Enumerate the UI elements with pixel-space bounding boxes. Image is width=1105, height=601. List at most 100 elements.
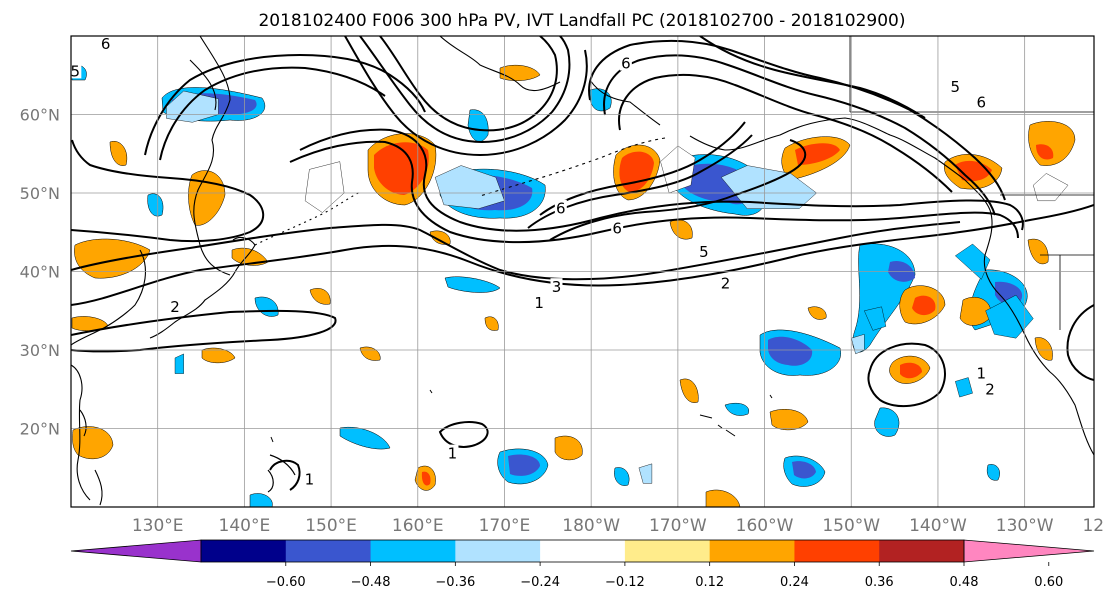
contour-label: 3 (552, 278, 562, 296)
colorbar-bin (624, 540, 711, 562)
islands-pacific (270, 389, 773, 443)
ivt-positive-region (554, 435, 583, 461)
ivt-positive-region (912, 295, 936, 316)
contour-label: 2 (985, 380, 995, 398)
ivt-negative-region (147, 193, 164, 217)
contour-label: 1 (448, 445, 458, 463)
colorbar-bin (794, 540, 880, 562)
colorbar: −0.60 −0.48 −0.36 −0.24 −0.12 0.12 0.24 0.36 0.4… (70, 539, 1095, 590)
ivt-positive-region (900, 362, 922, 379)
lon-label: 140°E (219, 516, 271, 536)
pv-contour-5b (144, 53, 426, 156)
contour-label-halo (99, 36, 112, 51)
contour-label: 5 (951, 78, 961, 96)
lon-label: 140°W (909, 516, 967, 536)
colorbar-bin (370, 540, 456, 562)
colorbar-extend-high (963, 539, 1095, 563)
pv-contour-upper-7 (699, 36, 926, 119)
ivt-negative-region (249, 493, 273, 507)
pv-contour-upper-4 (588, 39, 1006, 201)
colorbar-tick-label: −0.24 (520, 575, 560, 590)
lon-label: 170°W (649, 516, 707, 536)
pv-contour-right (1066, 304, 1094, 381)
ivt-positive-region (374, 142, 429, 195)
ivt-positive-region (499, 64, 541, 81)
colorbar-tick-label: 0.24 (780, 575, 809, 590)
contour-label-halo (533, 293, 546, 310)
ivt-shaded-region (955, 377, 973, 398)
ivt-shaded-region (174, 353, 184, 374)
ivt-positive-region (74, 238, 151, 279)
contour-label: 1 (977, 365, 987, 383)
contour-label-halo (949, 78, 962, 95)
graticule (71, 36, 1094, 507)
pv-contour-upper-2 (359, 36, 571, 144)
contour-label: 2 (170, 298, 180, 316)
contour-label-halo (71, 62, 82, 79)
colorbar-bin (285, 540, 372, 562)
national-borders (849, 36, 1094, 330)
lon-label: 150°W (822, 516, 880, 536)
lon-label: 150°E (305, 516, 357, 536)
lat-label: 40°N (20, 263, 60, 282)
ivt-negative-region (614, 467, 630, 486)
coastline-korea-china (71, 249, 146, 501)
lat-label: 50°N (20, 184, 60, 203)
contour-label: 6 (101, 35, 111, 53)
ivt-negative-region (467, 109, 489, 142)
colorbar-bin (709, 540, 795, 562)
ivt-negative-region (874, 407, 900, 437)
lon-label: 120°W (1082, 516, 1105, 536)
colorbar-tick-label: 0.36 (865, 575, 894, 590)
islands-kurils (254, 191, 361, 246)
coastline-alaska (439, 36, 991, 211)
colorbar-tick-label: −0.12 (605, 575, 645, 590)
map-frame (70, 35, 1095, 508)
ivt-negative-region (768, 336, 813, 366)
contour-label: 5 (71, 62, 81, 80)
contour-label-halo (303, 470, 316, 487)
ivt-negative-region (792, 461, 816, 479)
ivt-positive-region (1036, 144, 1054, 160)
ivt-positive-region (795, 143, 840, 165)
lon-label: 180°W (562, 516, 620, 536)
ivt-positive-region (484, 316, 499, 331)
latitude-labels: 60°N 50°N 40°N 30°N 20°N (20, 106, 60, 439)
pv-contour-small-circle (867, 342, 946, 408)
ivt-positive-region (807, 306, 827, 320)
colorbar-bin (455, 540, 541, 562)
contour-label: 1 (305, 471, 315, 489)
contour-label-halo (611, 219, 624, 236)
ivt-positive-region (109, 140, 128, 166)
pv-contour-main-6 (549, 139, 807, 241)
ivt-negative-region (444, 276, 501, 293)
coastline-aleutians (479, 137, 666, 197)
ivt-shaded-region (638, 463, 653, 484)
lon-label: 130°E (132, 516, 184, 536)
contour-label-halo (719, 274, 732, 291)
ivt-positive-region (619, 151, 654, 193)
coastline-taiwan-philippines (79, 409, 103, 506)
colorbar-tick-label: −0.36 (435, 575, 475, 590)
pv-contour-small-2 (269, 459, 301, 491)
ivt-positive-region (679, 378, 699, 403)
pv-contour-main-1 (299, 128, 1024, 232)
lat-label: 30°N (20, 341, 60, 360)
contour-label-halo (550, 278, 563, 295)
ivt-positive-region (705, 489, 741, 507)
contour-label: 2 (721, 274, 731, 292)
ivt-positive-region (1027, 238, 1049, 265)
contour-label: 6 (556, 200, 566, 218)
colorbar-tick-label: −0.60 (266, 575, 306, 590)
contour-label-halo (169, 297, 182, 314)
contour-label-halo (975, 93, 988, 110)
pv-contour-upper-5 (603, 54, 996, 216)
colorbar-tick-label: 0.60 (1034, 575, 1063, 590)
contour-label: 5 (699, 243, 709, 261)
ivt-shaded-region (864, 306, 887, 331)
lon-label: 160°E (392, 516, 444, 536)
ivt-positive-region (309, 288, 331, 305)
